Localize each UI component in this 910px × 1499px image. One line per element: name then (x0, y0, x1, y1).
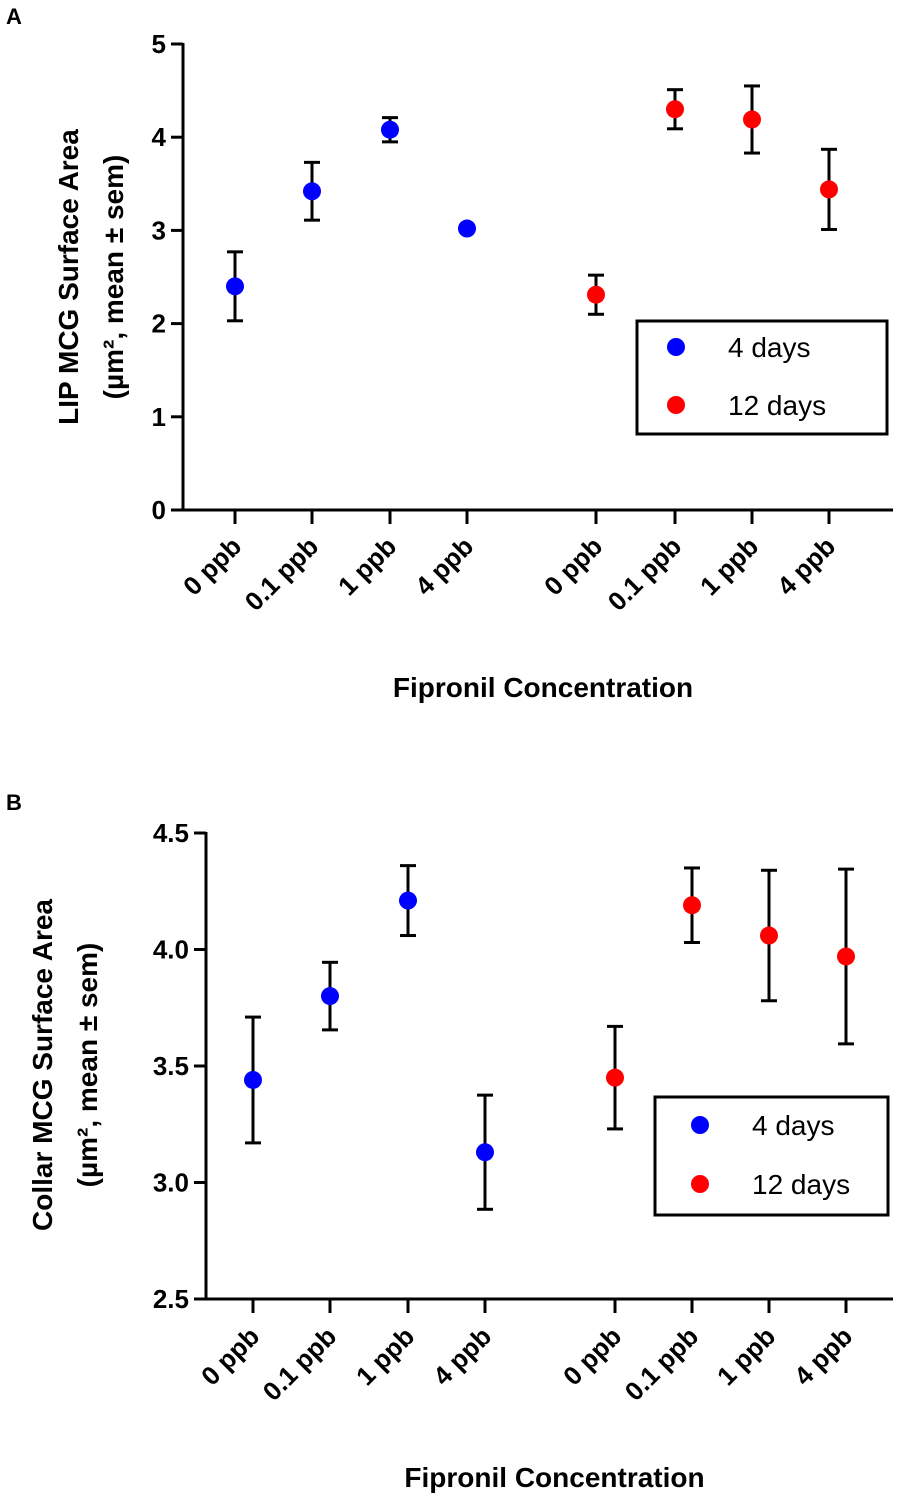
x-tick-label: 0 ppb (557, 1321, 627, 1391)
panel-label: A (6, 4, 22, 29)
data-point-blue (303, 182, 321, 201)
legend-label: 12 days (728, 390, 826, 421)
x-tick-label: 0 ppb (177, 531, 247, 601)
legend: 4 days 12 days (635, 319, 889, 436)
x-tick-label: 0.1 ppb (257, 1321, 343, 1407)
legend: 4 days 12 days (653, 1095, 890, 1217)
x-axis-title: Fipronil Concentration (393, 672, 693, 703)
data-point-red (606, 1068, 624, 1087)
x-tick-label: 0.1 ppb (602, 531, 688, 617)
y-tick-label: 3 (152, 215, 166, 245)
legend-marker (667, 338, 685, 356)
data-point-blue (458, 219, 476, 238)
x-axis-title: Fipronil Concentration (404, 1462, 704, 1493)
data-point-blue (321, 987, 339, 1006)
data-point-red (683, 896, 701, 915)
panel-label: B (6, 790, 22, 815)
x-tick-label: 4 ppb (409, 531, 479, 601)
data-point-red (666, 100, 684, 119)
y-tick-label: 2.5 (153, 1284, 189, 1314)
legend-label: 12 days (752, 1169, 850, 1200)
x-tick-label: 1 ppb (711, 1321, 781, 1391)
x-tick-label: 0 ppb (538, 531, 608, 601)
data-point-blue (399, 891, 417, 910)
legend-label: 4 days (752, 1110, 835, 1141)
data-point-red (587, 285, 605, 304)
x-tick-label: 4 ppb (788, 1321, 858, 1391)
legend-marker (691, 1116, 709, 1134)
data-point-red (760, 926, 778, 945)
data-point-blue (244, 1070, 262, 1089)
data-point-blue (476, 1143, 494, 1162)
y-tick-label: 4.0 (153, 935, 189, 965)
y-axis-title: LIP MCG Surface Area (53, 129, 84, 425)
legend-marker (667, 396, 685, 414)
legend-box (653, 1095, 890, 1217)
y-tick-label: 1 (152, 402, 166, 432)
y-tick-label: 5 (152, 29, 166, 59)
data-point-blue (381, 120, 399, 139)
x-tick-label: 1 ppb (694, 531, 764, 601)
x-tick-label: 0 ppb (195, 1321, 265, 1391)
data-point-red (743, 110, 761, 129)
data-point-red (820, 180, 838, 199)
y-tick-label: 3.0 (153, 1168, 189, 1198)
legend-marker (691, 1175, 709, 1193)
y-axis-title: Collar MCG Surface Area (27, 899, 58, 1231)
y-axis-subtitle: (µm², mean ± sem) (72, 943, 103, 1188)
x-tick-label: 1 ppb (332, 531, 402, 601)
x-tick-label: 1 ppb (350, 1321, 420, 1391)
y-tick-label: 0 (152, 495, 166, 525)
x-tick-label: 0.1 ppb (239, 531, 325, 617)
data-point-red (837, 947, 855, 966)
y-tick-label: 3.5 (153, 1051, 189, 1081)
legend-label: 4 days (728, 332, 811, 363)
y-axis-subtitle: (µm², mean ± sem) (98, 155, 129, 400)
data-point-blue (226, 277, 244, 296)
y-tick-label: 4.5 (153, 818, 189, 848)
x-tick-label: 4 ppb (771, 531, 841, 601)
x-tick-label: 4 ppb (427, 1321, 497, 1391)
x-tick-label: 0.1 ppb (619, 1321, 705, 1407)
y-tick-label: 4 (152, 122, 167, 152)
y-tick-label: 2 (152, 309, 166, 339)
